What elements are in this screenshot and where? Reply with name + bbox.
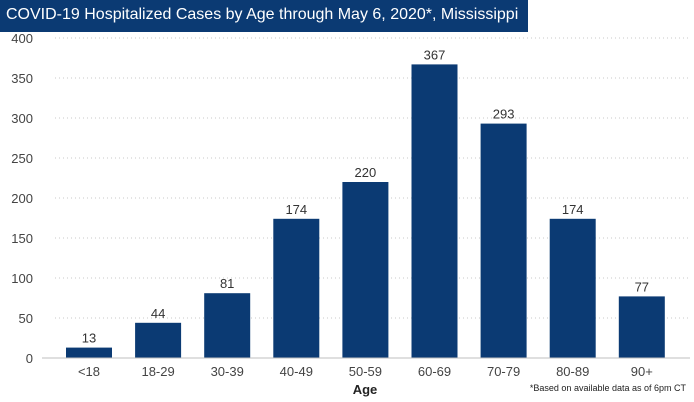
x-tick-label: 90+ [631, 364, 653, 379]
x-tick-label: 30-39 [211, 364, 244, 379]
data-label: 81 [220, 276, 234, 291]
data-label: 367 [424, 47, 446, 62]
y-tick-label: 300 [11, 111, 33, 126]
x-axis-label: Age [353, 382, 378, 397]
y-tick-label: 50 [19, 311, 33, 326]
bars [66, 64, 665, 359]
x-tick-label: 80-89 [556, 364, 589, 379]
data-label: 220 [355, 165, 377, 180]
footnote: *Based on available data as of 6pm CT [529, 383, 686, 393]
chart-title: COVID-19 Hospitalized Cases by Age throu… [6, 6, 519, 23]
bar-40-49 [273, 218, 320, 358]
y-tick-label: 200 [11, 191, 33, 206]
y-tick-label: 250 [11, 151, 33, 166]
bar-70-79 [480, 123, 527, 358]
bar-<18 [66, 347, 112, 358]
data-label: 77 [635, 279, 649, 294]
y-tick-label: 0 [26, 351, 33, 366]
data-labels: 13 44 81 174 220 367 293 174 77 [82, 47, 649, 345]
data-label: 174 [285, 202, 307, 217]
bar-50-59 [342, 182, 389, 358]
bar-90+ [618, 296, 665, 358]
data-label: 174 [562, 202, 584, 217]
x-tick-label: 60-69 [418, 364, 451, 379]
y-axis-ticks: 0 50 100 150 200 250 300 350 400 [11, 31, 33, 366]
bar-18-29 [135, 322, 182, 358]
x-axis-ticks: <18 18-29 30-39 40-49 50-59 60-69 70-79 80-89 90… [78, 364, 653, 379]
y-tick-label: 400 [11, 31, 33, 46]
x-tick-label: 40-49 [280, 364, 313, 379]
x-tick-label: 70-79 [487, 364, 520, 379]
y-tick-label: 150 [11, 231, 33, 246]
data-label: 293 [493, 107, 515, 122]
y-tick-label: 350 [11, 71, 33, 86]
bar-80-89 [549, 218, 596, 358]
x-tick-label: <18 [78, 364, 100, 379]
bar-60-69 [411, 64, 458, 359]
y-tick-label: 100 [11, 271, 33, 286]
x-tick-label: 18-29 [141, 364, 174, 379]
data-label: 44 [151, 306, 165, 321]
x-tick-label: 50-59 [349, 364, 382, 379]
data-label: 13 [82, 331, 96, 346]
bar-30-39 [204, 293, 251, 358]
title-bar: COVID-19 Hospitalized Cases by Age throu… [0, 0, 528, 32]
